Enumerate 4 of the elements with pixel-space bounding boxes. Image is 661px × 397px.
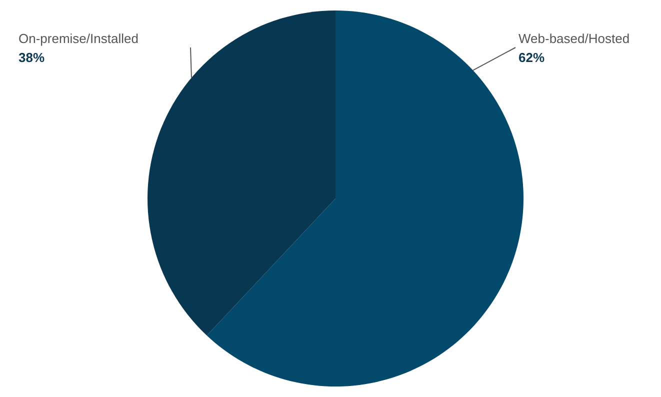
slice-label: On-premise/Installed bbox=[18, 31, 138, 46]
data-label: 38% bbox=[18, 50, 45, 65]
data-label: 62% bbox=[518, 50, 545, 65]
slice-label: Web-based/Hosted bbox=[518, 31, 630, 46]
